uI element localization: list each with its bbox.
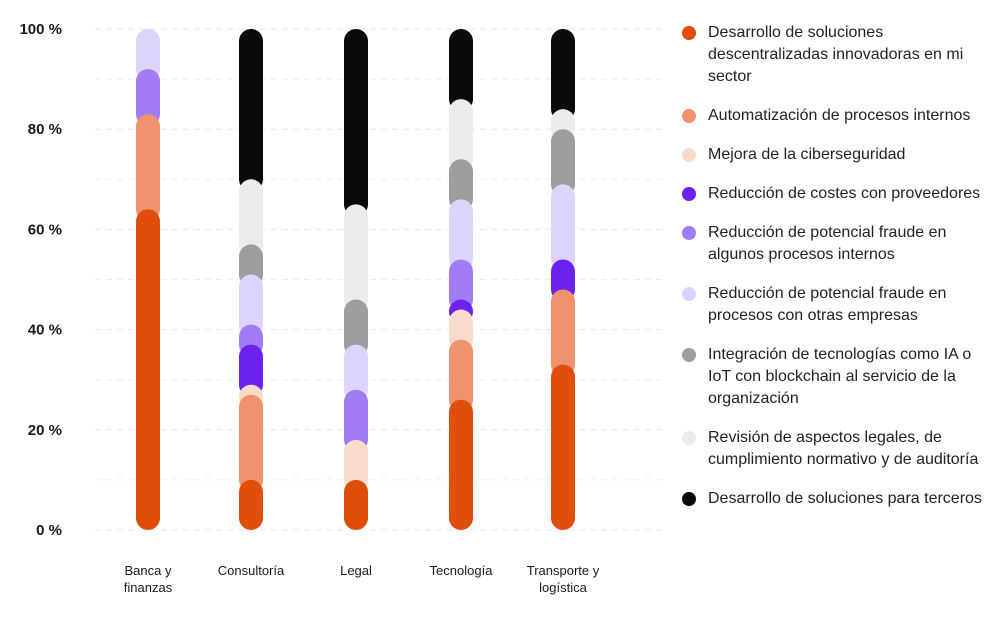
legend-item: Mejora de la ciberseguridad — [682, 144, 994, 166]
bar-segment — [239, 29, 263, 192]
bar-segment — [239, 274, 263, 337]
legend-item: Integración de tecnologías como IA o IoT… — [682, 344, 994, 410]
bar-segment — [449, 199, 473, 272]
legend-label: Desarrollo de soluciones para terceros — [708, 490, 982, 507]
legend-label: Revisión de aspectos legales, de cumplim… — [708, 429, 979, 468]
bar-stack — [449, 29, 473, 530]
bar-segment — [136, 209, 160, 531]
legend-item: Desarrollo de soluciones para terceros — [682, 488, 994, 510]
legend-swatch — [682, 431, 696, 445]
bar-segment — [551, 259, 575, 302]
legend: Desarrollo de soluciones descentralizada… — [682, 22, 994, 527]
bar-segment — [344, 389, 368, 452]
stacked-bar-chart: 0 % 20 % 40 % 60 % 80 % 100 % Banca y finanzas C… — [19, 21, 665, 595]
bar-segment — [551, 364, 575, 530]
bar-segment — [344, 299, 368, 357]
legend-label: Integración de tecnologías como IA o IoT… — [708, 346, 972, 407]
bar-segment — [449, 99, 473, 172]
legend-item: Desarrollo de soluciones descentralizada… — [682, 22, 994, 88]
bar-segment — [551, 289, 575, 377]
bar-segment — [344, 344, 368, 402]
y-tick-label: 0 % — [36, 522, 62, 539]
legend-label: Desarrollo de soluciones descentralizada… — [708, 24, 964, 85]
legend-item: Revisión de aspectos legales, de cumplim… — [682, 427, 994, 471]
legend-swatch — [682, 109, 696, 123]
bar-segment — [239, 479, 263, 530]
y-tick-label: 100 % — [19, 21, 62, 38]
y-tick-label: 60 % — [28, 221, 62, 238]
x-tick-label: Legal — [340, 563, 372, 578]
legend-item: Reducción de potencial fraude en algunos… — [682, 222, 994, 266]
grid — [95, 28, 665, 531]
bar-segment — [344, 439, 368, 492]
legend-item: Reducción de costes con proveedores — [682, 183, 994, 205]
bar-stack — [239, 29, 263, 530]
legend-swatch — [682, 287, 696, 301]
bar-segment — [136, 69, 160, 127]
y-tick-label: 40 % — [28, 322, 62, 339]
legend-swatch — [682, 348, 696, 362]
legend-swatch — [682, 187, 696, 201]
bar-segment — [551, 184, 575, 272]
bar-segment — [449, 309, 473, 352]
bar-segment — [344, 204, 368, 312]
bar-segment — [551, 29, 575, 122]
legend-item: Automatización de procesos internos — [682, 105, 994, 127]
x-tick-label: Transporte y logística — [527, 563, 600, 595]
legend-label: Reducción de potencial fraude en algunos… — [708, 224, 947, 263]
bar-segment — [344, 479, 368, 530]
bar-stack — [551, 29, 575, 530]
bar-stack — [136, 29, 160, 531]
bar-segment — [449, 339, 473, 412]
bar-segment — [449, 399, 473, 530]
legend-label: Automatización de procesos internos — [708, 107, 971, 124]
bar-segment — [136, 114, 160, 222]
legend-label: Reducción de costes con proveedores — [708, 185, 981, 202]
bar-segment — [449, 29, 473, 112]
x-tick-label: Banca y finanzas — [124, 563, 173, 595]
bar-segment — [239, 394, 263, 492]
legend-swatch — [682, 492, 696, 506]
y-tick-label: 20 % — [28, 422, 62, 439]
bar-segment — [449, 159, 473, 212]
legend-label: Mejora de la ciberseguridad — [708, 146, 906, 163]
legend-item: Reducción de potencial fraude en proceso… — [682, 283, 994, 327]
bar-segment — [344, 29, 368, 217]
bar-segment — [551, 129, 575, 197]
bar-segment — [239, 179, 263, 257]
y-tick-label: 80 % — [28, 121, 62, 138]
legend-swatch — [682, 26, 696, 40]
bar-segment — [239, 244, 263, 287]
x-tick-label: Consultoría — [218, 563, 285, 578]
legend-swatch — [682, 148, 696, 162]
x-tick-label: Tecnología — [430, 563, 494, 578]
bar-segment — [239, 344, 263, 397]
bar-stack — [344, 29, 368, 530]
bar-segment — [449, 259, 473, 312]
legend-swatch — [682, 226, 696, 240]
bar-segment — [136, 29, 160, 82]
legend-label: Reducción de potencial fraude en proceso… — [708, 285, 947, 324]
